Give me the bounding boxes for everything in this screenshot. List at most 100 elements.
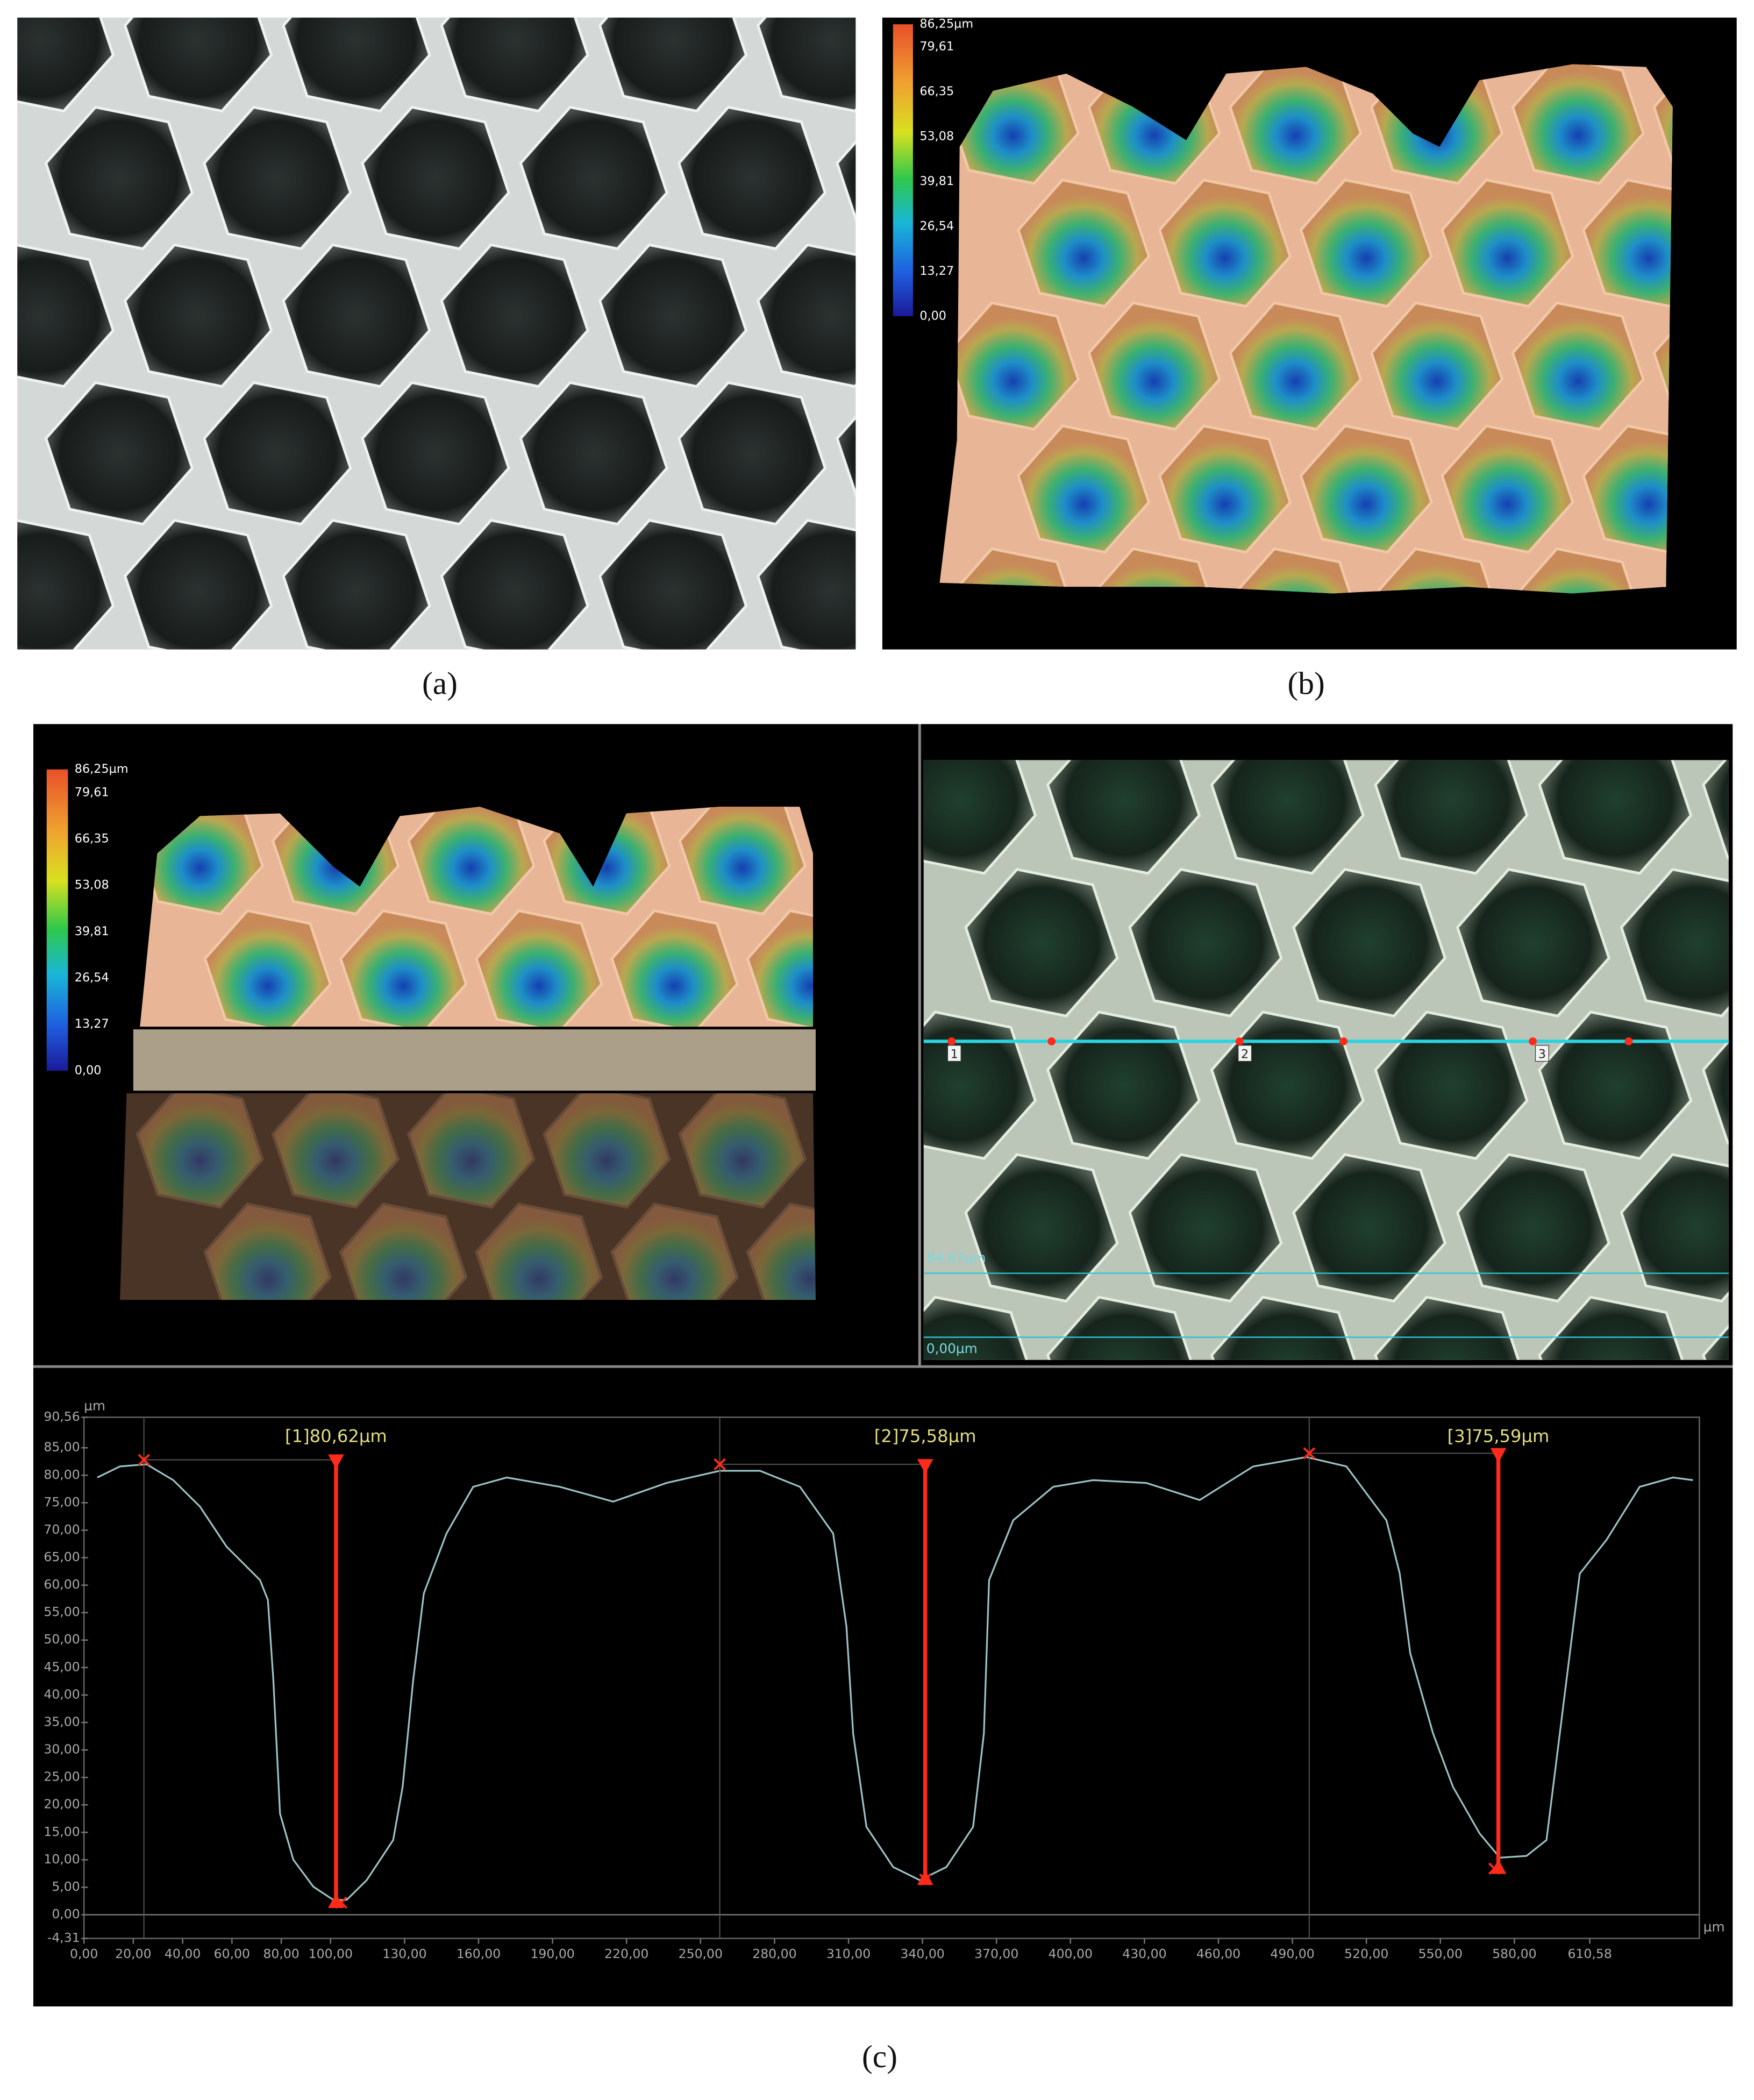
- colorbar-label: 86,25µm: [919, 17, 973, 31]
- colorbar-label: 26,54: [919, 219, 954, 233]
- cell: [519, 381, 669, 526]
- y-tick-label: 30,00: [44, 1742, 80, 1757]
- y-unit: µm: [84, 1398, 105, 1414]
- colorbar-label: 39,81: [919, 174, 954, 188]
- y-tick-label: 75,00: [44, 1494, 80, 1510]
- x-tick-label: 220,00: [604, 1946, 648, 1961]
- cell: [202, 105, 352, 251]
- cell: [964, 867, 1119, 1018]
- colorbar-label: 66,35: [75, 831, 109, 845]
- y-tick-label: 65,00: [44, 1549, 80, 1564]
- y-tick-label: 85,00: [44, 1440, 80, 1455]
- cell: [271, 1093, 400, 1209]
- cell: [17, 244, 115, 388]
- cell: [1456, 1153, 1611, 1303]
- cell: [475, 909, 603, 1027]
- cell: [756, 243, 856, 388]
- cell: [1292, 867, 1447, 1018]
- cell: [1229, 301, 1363, 431]
- cell: [1702, 760, 1729, 860]
- cell: [1441, 424, 1574, 554]
- cell: [407, 1093, 536, 1209]
- plot-frame: [83, 1416, 1700, 1939]
- cell: [475, 1202, 603, 1300]
- colorbar-label: 86,25µm: [75, 762, 129, 776]
- colorbar: [46, 769, 68, 1071]
- cell: [1374, 1010, 1529, 1160]
- cell: [1702, 1039, 1729, 1145]
- x-tick-label: 80,00: [263, 1946, 299, 1961]
- marker-box: [1535, 1045, 1549, 1062]
- x-tick-label: 190,00: [530, 1946, 574, 1961]
- panel-label: (b): [1287, 666, 1324, 701]
- cell: [339, 1202, 468, 1300]
- colorbar-label: 79,61: [75, 785, 109, 799]
- colorbar-label: 53,08: [75, 878, 109, 892]
- cell: [1046, 760, 1201, 875]
- section-plane: [133, 1029, 816, 1091]
- cell: [746, 1202, 816, 1300]
- arrow-head: [1490, 1448, 1507, 1463]
- colorbar-label: 26,54: [75, 971, 109, 985]
- profile-points: [947, 1037, 1633, 1045]
- cell: [17, 519, 115, 650]
- y-tick-label: -4,31: [47, 1930, 80, 1945]
- x-unit: µm: [1703, 1919, 1725, 1935]
- cell: [44, 381, 194, 526]
- cell: [1229, 547, 1363, 594]
- panel-label: (c): [862, 2039, 897, 2074]
- cell: [361, 381, 510, 526]
- cell: [123, 17, 273, 113]
- x-tick-label: 310,00: [826, 1946, 871, 1961]
- cell: [543, 1093, 671, 1209]
- valley-marker: [919, 1873, 931, 1886]
- cell: [1538, 1295, 1684, 1360]
- x-tick-label: 370,00: [974, 1946, 1018, 1961]
- marker-label: 2: [1241, 1048, 1249, 1062]
- profile-chart: µm µm -4,310,005,0010,0015,0020,0025,003…: [44, 1398, 1724, 1961]
- x-tick-label: 580,00: [1492, 1946, 1536, 1961]
- cell: [1128, 1153, 1283, 1303]
- cell: [1511, 301, 1645, 431]
- y-tick-label: 20,00: [44, 1797, 80, 1812]
- valley-marker: [1488, 1862, 1501, 1875]
- cell: [1299, 424, 1433, 554]
- cells-photo: [923, 760, 1729, 1360]
- cell: [1620, 1153, 1729, 1303]
- cell: [1652, 301, 1673, 431]
- cell: [202, 381, 352, 526]
- cell: [598, 518, 748, 650]
- y-tick-label: 25,00: [44, 1769, 80, 1784]
- cell: [1652, 64, 1673, 185]
- cell: [1210, 1295, 1356, 1360]
- cell: [610, 909, 739, 1027]
- peak-marker: [714, 1458, 726, 1471]
- cell: [361, 105, 510, 251]
- cell: [677, 381, 827, 526]
- y-tick-label: 60,00: [44, 1577, 80, 1592]
- cell: [440, 518, 589, 650]
- cell: [946, 547, 1080, 594]
- y-tick-label: 0,00: [52, 1906, 80, 1921]
- cell: [440, 17, 589, 113]
- scale-label: 84,67µm: [926, 1250, 986, 1265]
- colorbar-label: 13,27: [75, 1017, 109, 1031]
- y-tick-label: 45,00: [44, 1659, 80, 1674]
- arrow-head: [328, 1454, 344, 1469]
- cell: [1292, 1153, 1447, 1303]
- x-tick-label: 340,00: [900, 1946, 944, 1961]
- cell: [1538, 760, 1693, 875]
- cell: [1374, 760, 1529, 875]
- x-tick-label: 40,00: [165, 1946, 201, 1961]
- measure-label: [3]75,59µm: [1448, 1426, 1550, 1447]
- marker-label: 1: [951, 1048, 958, 1062]
- cell: [136, 1093, 265, 1209]
- colorbar-label: 0,00: [919, 309, 946, 323]
- colorbar-label: 0,00: [75, 1063, 102, 1077]
- cell: [678, 807, 807, 916]
- cell: [964, 1153, 1119, 1303]
- marker-label: 3: [1538, 1048, 1546, 1062]
- cell: [756, 518, 856, 650]
- panel-label: (a): [422, 666, 458, 701]
- cell: [407, 807, 536, 916]
